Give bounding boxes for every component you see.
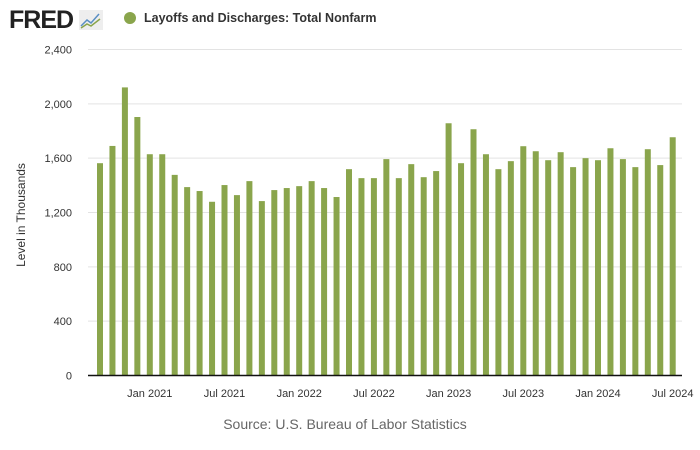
y-tick-label: 0 xyxy=(66,371,72,383)
x-tick-label: Jan 2021 xyxy=(127,388,172,400)
bar xyxy=(296,186,303,376)
bar xyxy=(570,167,577,376)
bar xyxy=(246,181,253,376)
legend-label: Layoffs and Discharges: Total Nonfarm xyxy=(144,11,377,25)
bar xyxy=(370,178,377,376)
bar xyxy=(209,201,216,376)
bar xyxy=(383,159,390,376)
y-tick-label: 400 xyxy=(54,316,72,328)
bar xyxy=(171,174,178,376)
bar xyxy=(607,148,614,376)
bar xyxy=(308,181,315,376)
source-note: Source: U.S. Bureau of Labor Statistics xyxy=(223,416,467,432)
chart-logo-icon xyxy=(79,10,104,30)
bar xyxy=(146,154,153,376)
x-tick-label: Jul 2023 xyxy=(503,388,545,400)
x-tick-label: Jan 2023 xyxy=(426,388,471,400)
bar xyxy=(532,151,539,376)
bar xyxy=(669,137,676,376)
x-tick-label: Jul 2024 xyxy=(652,388,694,400)
bar xyxy=(109,145,116,376)
bar xyxy=(520,146,527,376)
bar xyxy=(644,149,651,376)
bar xyxy=(470,129,477,376)
y-tick-label: 2,400 xyxy=(44,45,72,57)
fred-logo[interactable]: FRED xyxy=(9,6,104,35)
bar xyxy=(395,178,402,376)
bar xyxy=(358,178,365,376)
bar xyxy=(121,87,128,376)
fred-logo-text: FRED xyxy=(9,6,74,34)
y-tick-label: 1,600 xyxy=(44,153,72,165)
bar xyxy=(321,188,328,376)
bar xyxy=(420,177,427,376)
legend[interactable]: Layoffs and Discharges: Total Nonfarm xyxy=(124,11,376,25)
bar xyxy=(134,117,141,376)
bar xyxy=(433,171,440,376)
x-tick-label: Jan 2022 xyxy=(277,388,322,400)
bar xyxy=(196,191,203,376)
bar xyxy=(632,167,639,376)
bar xyxy=(458,163,465,376)
bar-chart: 0 400 800 1,200 1,600 2,000 2,400 Jan 2021 Jul 2… xyxy=(14,45,694,401)
x-tick-label: Jul 2021 xyxy=(204,388,246,400)
bar xyxy=(258,201,265,376)
y-axis-label: Level in Thousands xyxy=(14,163,28,267)
bar xyxy=(495,169,502,376)
bar xyxy=(557,152,564,376)
bar xyxy=(283,188,290,376)
bar xyxy=(97,163,103,376)
bar xyxy=(445,123,452,376)
bar xyxy=(346,169,352,376)
bar xyxy=(595,160,601,376)
y-tick-label: 1,200 xyxy=(44,208,72,220)
legend-dot-icon xyxy=(124,12,136,24)
bar xyxy=(233,195,240,376)
y-tick-label: 800 xyxy=(54,262,72,274)
bar xyxy=(545,160,552,376)
x-tick-label: Jan 2024 xyxy=(575,388,620,400)
bar xyxy=(221,185,228,376)
y-tick-label: 2,000 xyxy=(44,99,72,111)
bar xyxy=(482,154,489,376)
bar xyxy=(582,158,589,376)
bar xyxy=(159,154,166,376)
x-tick-label: Jul 2022 xyxy=(353,388,395,400)
bar xyxy=(619,159,626,376)
bar xyxy=(271,190,278,376)
bar xyxy=(333,197,340,376)
bar xyxy=(184,187,191,376)
bar xyxy=(657,165,664,376)
bar xyxy=(507,161,514,376)
bar xyxy=(408,164,415,376)
